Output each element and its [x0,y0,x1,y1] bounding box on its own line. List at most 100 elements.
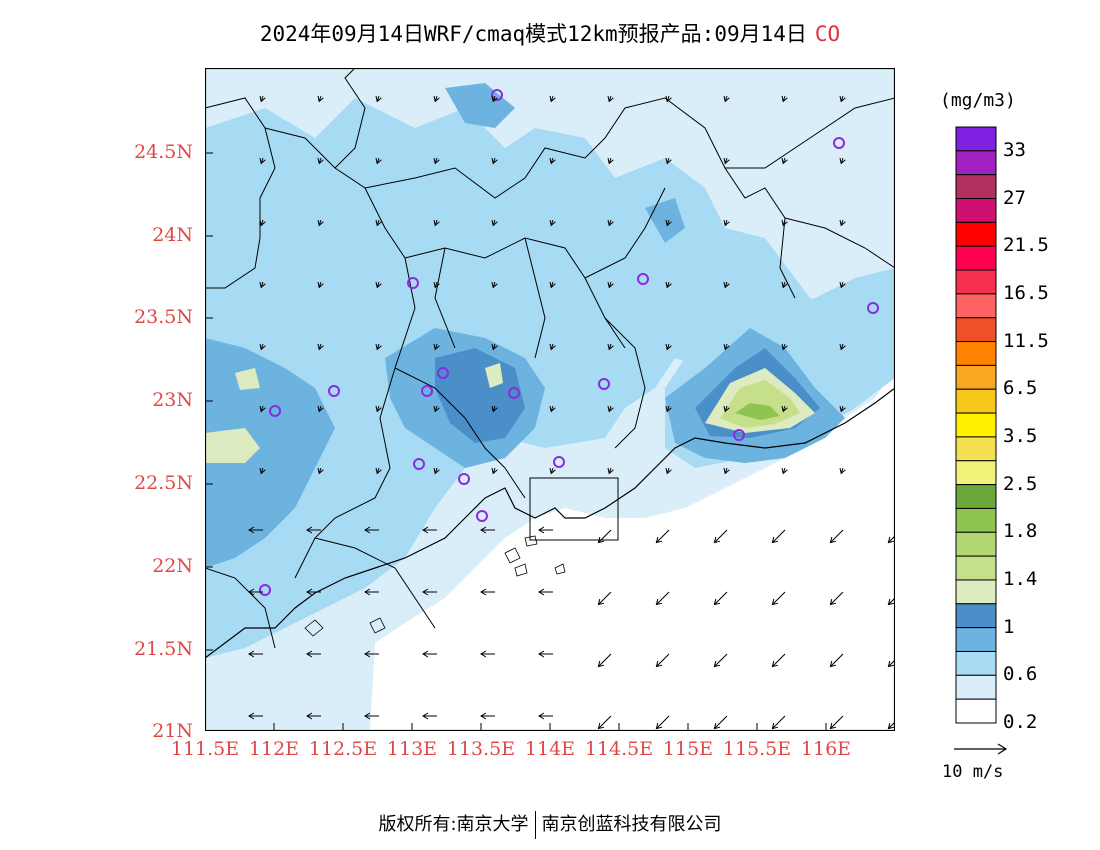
legend-swatch [955,460,997,486]
legend-label: 6.5 [1003,377,1038,400]
legend-colorbar [955,126,997,724]
legend-label: 1 [1003,615,1015,638]
lon-tick-label: 116E [800,738,852,760]
wind-arrow [306,588,321,596]
wind-arrow [248,712,263,720]
wind-arrow [422,650,437,658]
wind-arrow [491,95,498,103]
wind-arrow [259,157,266,165]
legend-label: 21.5 [1003,234,1049,257]
legend-swatch [955,603,997,629]
wind-arrow [433,95,440,103]
conc-band-1-n2 [645,198,685,243]
lat-tick-label: 24N [152,224,193,246]
wind-arrow [781,157,788,165]
wind-arrow [723,219,730,227]
wind-arrow [839,157,846,165]
legend-swatch [955,650,997,676]
wind-arrow [781,343,788,351]
legend-swatch [955,198,997,223]
wind-arrow [480,588,495,596]
wind-arrow [433,219,440,227]
wind-arrow [829,529,844,544]
wind-arrow [829,591,844,606]
region-box [529,477,619,541]
legend-swatch [955,507,997,533]
wind-arrow [829,715,844,730]
wind-arrow [433,157,440,165]
wind-arrow [433,281,440,289]
wind-arrow [665,157,672,165]
wind-arrow [375,281,382,289]
wind-arrow [607,405,614,413]
wind-arrow [248,650,263,658]
lon-tick-label: 115E [662,738,714,760]
wind-arrow [538,712,553,720]
lat-tick-label: 22N [152,555,193,577]
wind-arrow [259,281,266,289]
wind-arrow [723,343,730,351]
wind-arrow [665,343,672,351]
wind-arrow [655,591,670,606]
wind-arrow [538,650,553,658]
wind-arrow [549,343,556,351]
wind-arrow [713,715,728,730]
admin-boundaries [205,68,895,649]
lat-tick-label: 23N [152,389,193,411]
legend-swatch [955,436,997,462]
wind-arrow [655,715,670,730]
wind-arrow [375,467,382,475]
conc-band-1-core [435,348,525,443]
wind-arrow [549,95,556,103]
wind-arrow [306,650,321,658]
wind-arrow [538,526,553,534]
lat-tick-label: 23.5N [134,306,193,328]
lon-tick-label: 114.5E [584,738,654,760]
wind-arrow [491,219,498,227]
wind-arrow [771,653,786,668]
wind-arrow [839,95,846,103]
wind-arrow [781,281,788,289]
conc-band-1-4-west [205,428,260,463]
wind-arrow [839,467,846,475]
conc-band-1-4-west2 [235,368,260,390]
lon-tick-label: 112E [248,738,300,760]
wind-arrow [306,526,321,534]
wind-arrow [317,219,324,227]
wind-arrow [549,405,556,413]
wind-arrow [713,653,728,668]
footer-separator [534,811,536,839]
wind-arrow [713,591,728,606]
legend-label: 27 [1003,186,1026,209]
wind-vectors [248,95,895,730]
legend-label: 1.4 [1003,567,1038,590]
wind-arrow [491,405,498,413]
title-species: CO [814,22,841,46]
wind-arrow [480,712,495,720]
wind-arrow [259,95,266,103]
footer-right: 南京创蓝科技有限公司 [541,814,722,835]
footer-left: 版权所有:南京大学 [378,814,529,835]
lon-tick-label: 112.5E [308,738,378,760]
legend-swatch [955,531,997,557]
legend-swatch [955,627,997,652]
legend-swatch [955,698,997,724]
conc-band-1-4-pearl [485,363,503,388]
legend-label: 16.5 [1003,281,1049,304]
wind-arrow [317,95,324,103]
lon-tick-label: 113E [386,738,438,760]
wind-arrow [723,281,730,289]
conc-band-1-north [445,83,515,128]
wind-arrow [665,405,672,413]
wind-arrow [829,653,844,668]
legend-swatch [955,341,997,366]
wind-arrow [364,712,379,720]
wind-arrow [317,343,324,351]
wind-arrow [422,526,437,534]
wind-arrow [607,157,614,165]
conc-band-2-5 [735,403,780,420]
lat-tick-label: 24.5N [134,141,193,163]
wind-arrow [655,529,670,544]
wind-arrow [771,715,786,730]
wind-arrow [317,281,324,289]
